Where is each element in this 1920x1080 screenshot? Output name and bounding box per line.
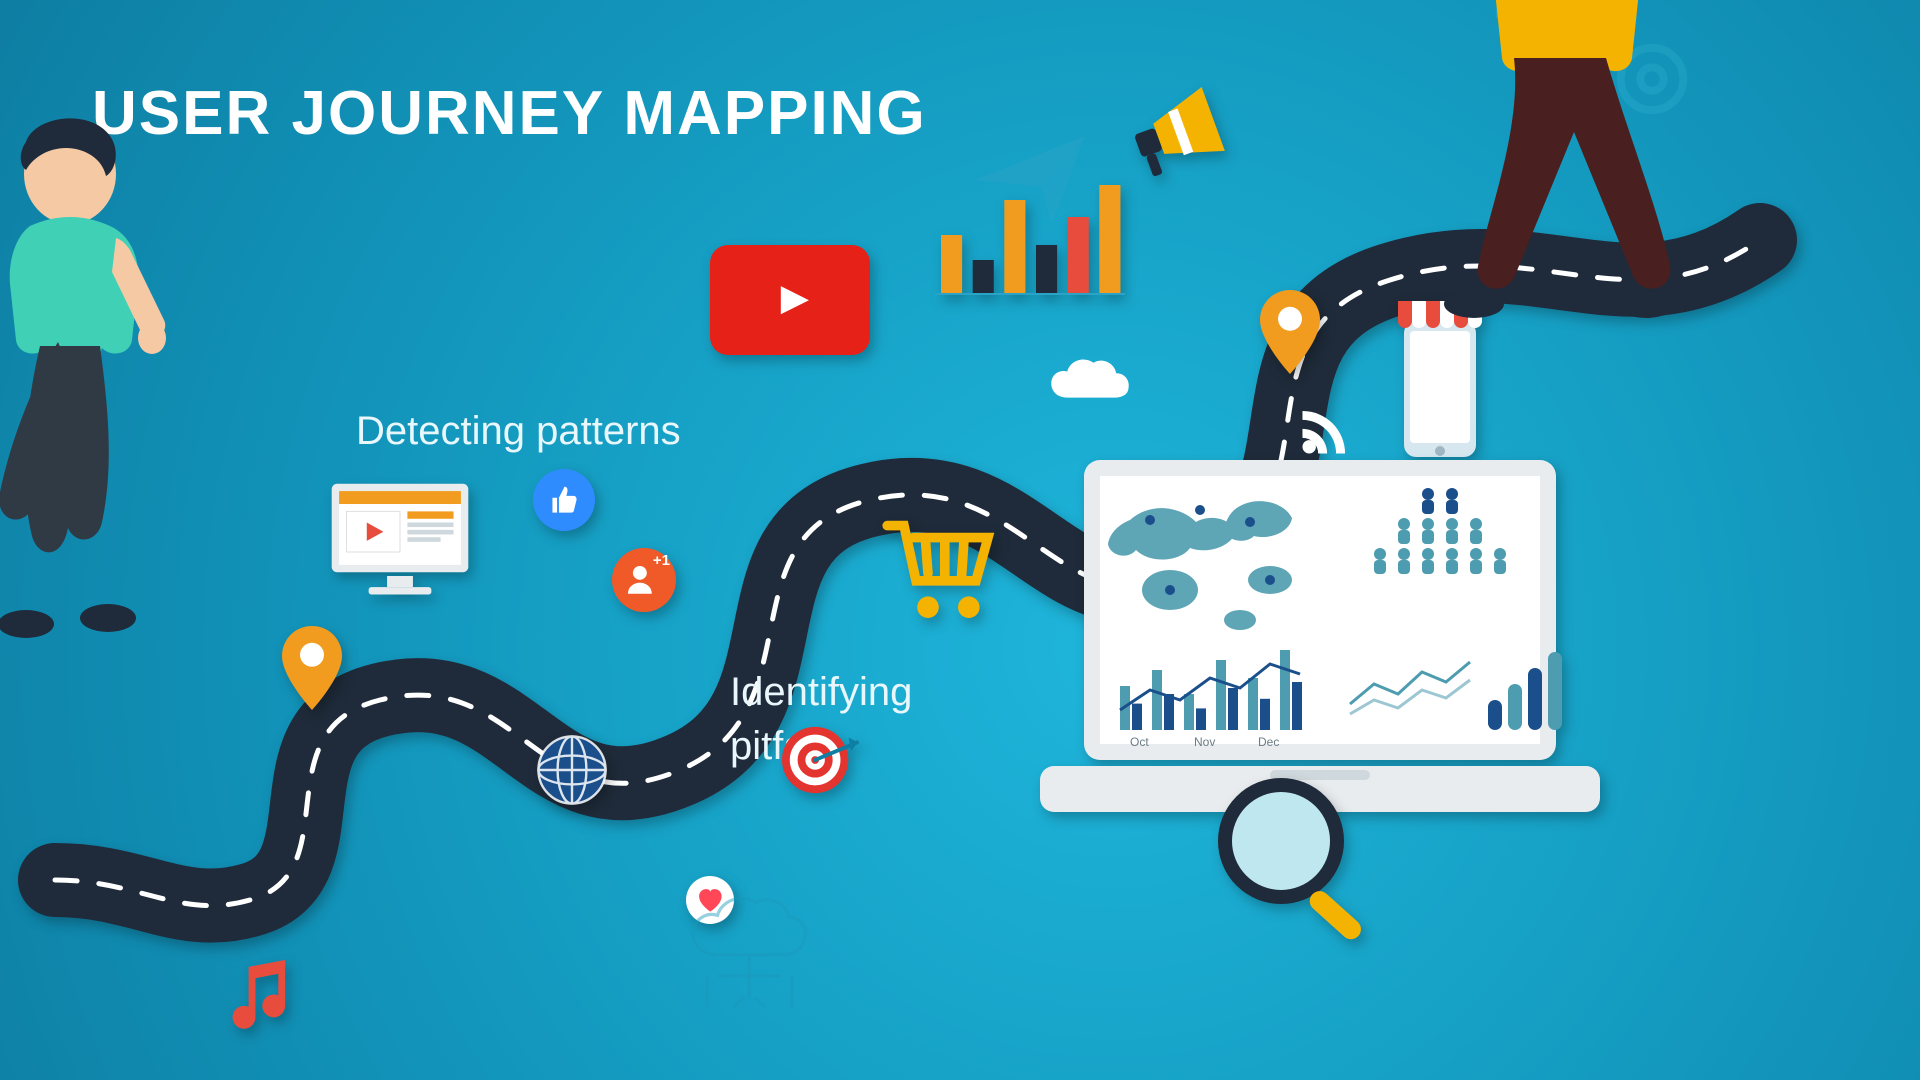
svg-text:Nov: Nov [1194,735,1215,749]
infographic-stage: USER JOURNEY MAPPING Detecting patterns … [0,0,1920,1080]
bar-chart-icon [935,165,1125,295]
label-detecting-patterns: Detecting patterns [356,404,681,458]
megaphone-icon [1125,75,1235,185]
person-cheering-icon [1380,0,1740,330]
person-walking-icon [0,110,200,650]
globe-icon [536,734,608,806]
map-pin-icon [1260,290,1320,374]
magnifier-icon [1215,775,1385,945]
shopping-cart-icon [880,510,1000,630]
laptop-analytics-icon: Oct Nov Dec [1040,450,1600,830]
svg-text:Oct: Oct [1130,735,1149,749]
cloud-network-icon [675,890,845,1030]
youtube-play-icon [710,245,870,355]
desktop-monitor-icon [325,480,475,600]
label-pitfalls-line1: Identifying [730,670,912,714]
music-note-icon [220,960,300,1040]
cloud-icon [1045,354,1135,402]
thumbs-up-icon [533,469,595,531]
add-person-badge: +1 [653,552,670,569]
target-icon [781,721,859,799]
map-pin-icon [282,626,342,710]
svg-text:Dec: Dec [1258,735,1279,749]
add-person-icon: +1 [612,548,676,612]
